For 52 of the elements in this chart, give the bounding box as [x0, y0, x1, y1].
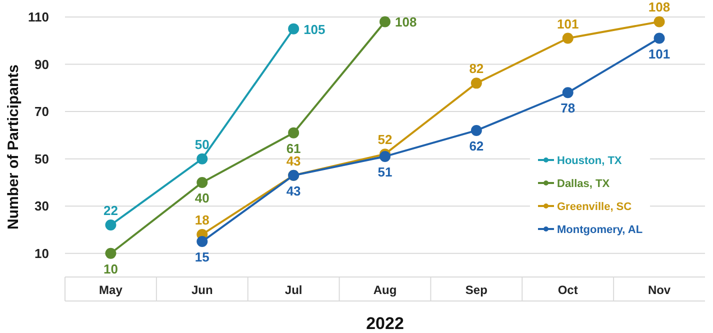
data-label: 15: [194, 250, 210, 265]
x-tick-label: Aug: [373, 283, 397, 297]
x-tick-label: Sep: [465, 283, 488, 297]
point: [654, 16, 665, 28]
data-label: 52: [378, 132, 392, 148]
point: [196, 236, 208, 248]
data-label: 105: [304, 22, 326, 37]
y-tick-label: 70: [34, 104, 49, 120]
x-tick-label: Jun: [191, 283, 213, 297]
legend-label: Greenville, SC: [557, 201, 632, 213]
point: [196, 176, 208, 188]
point: [288, 23, 300, 34]
data-label: 43: [286, 183, 301, 198]
point: [105, 220, 116, 230]
data-label: 40: [194, 190, 210, 206]
data-label: 51: [378, 164, 392, 180]
data-label: 108: [395, 14, 417, 30]
y-tick-label: 110: [28, 10, 49, 24]
data-label: 101: [648, 46, 670, 62]
point: [562, 32, 574, 44]
point: [470, 78, 482, 89]
point: [380, 16, 390, 28]
x-tick-label: Nov: [648, 283, 671, 297]
x-tick-label: Jul: [284, 283, 302, 297]
x-tick-label: Oct: [558, 283, 578, 297]
data-label: 43: [286, 153, 301, 168]
data-label: 101: [557, 16, 579, 32]
y-tick-label: 90: [34, 56, 49, 72]
legend-label: Houston, TX: [557, 155, 622, 167]
legend-label: Dallas, TX: [557, 178, 610, 190]
legend-label: Montgomery, AL: [557, 224, 643, 236]
point: [654, 32, 665, 44]
y-tick-label: 50: [34, 151, 49, 166]
y-axis-title: Number of Participants: [5, 64, 22, 230]
data-label: 10: [103, 261, 118, 276]
data-label: 50: [194, 136, 210, 152]
y-tick-label: 30: [34, 198, 49, 214]
data-label: 61: [286, 140, 301, 156]
x-axis-title: 2022: [366, 314, 404, 333]
data-label: 108: [648, 0, 670, 15]
point: [470, 124, 482, 136]
point: [196, 153, 208, 164]
data-label: 22: [103, 203, 118, 218]
point: [562, 87, 574, 98]
y-tick-label: 10: [34, 246, 49, 261]
x-tick-label: May: [99, 283, 123, 297]
data-label: 78: [560, 100, 576, 116]
data-label: 82: [469, 61, 484, 76]
point: [105, 248, 116, 259]
point: [288, 127, 300, 138]
data-label: 62: [469, 138, 484, 154]
data-label: 18: [194, 212, 210, 228]
